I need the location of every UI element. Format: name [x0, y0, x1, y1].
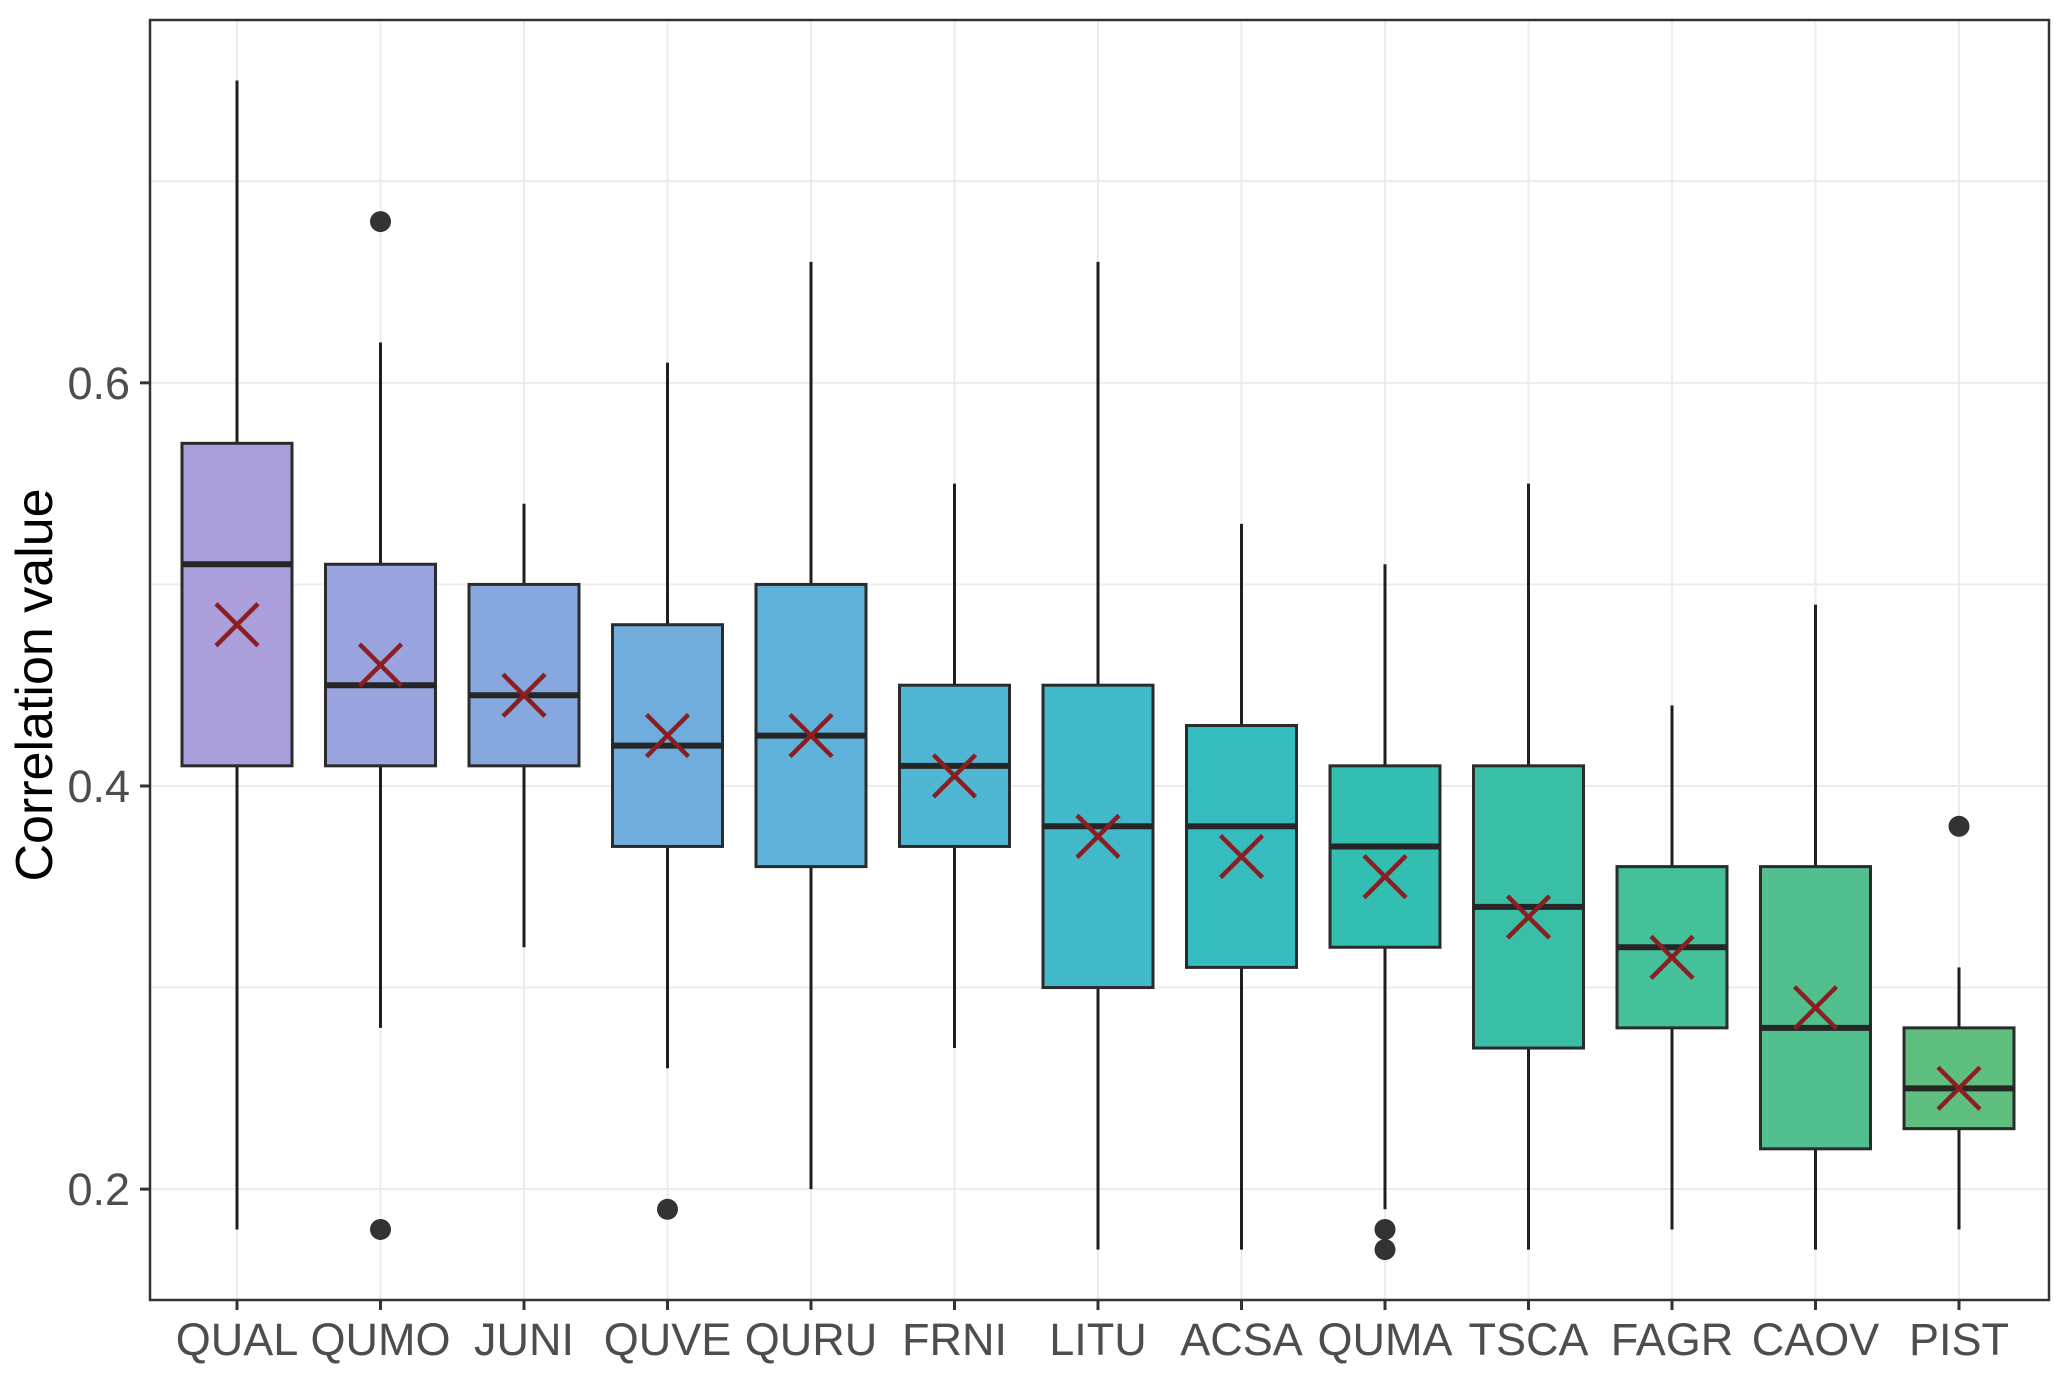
mean-x-mark: [214, 602, 260, 648]
mean-x-mark: [1792, 985, 1839, 1031]
x-tick-label: QUVE: [604, 1314, 732, 1365]
x-tick-label: QURU: [745, 1314, 878, 1365]
iqr-box: [1902, 1026, 2016, 1131]
mean-x-mark: [1218, 833, 1265, 880]
x-tick-label: QUMA: [1318, 1314, 1453, 1365]
outlier-dot: [1948, 815, 1970, 837]
mean-x-mark: [931, 753, 978, 799]
mean-x-mark: [1075, 813, 1121, 859]
x-tick-label: ACSA: [1180, 1314, 1303, 1365]
outlier-dot: [1374, 1239, 1396, 1261]
x-tick-label: PIST: [1909, 1314, 2009, 1365]
y-tick-label: 0.2: [67, 1164, 130, 1215]
x-tick-label: TSCA: [1468, 1314, 1588, 1365]
y-axis-title: Correlation value: [6, 488, 64, 881]
box-group-juni: [467, 503, 581, 948]
mean-x-mark: [1649, 934, 1695, 980]
x-tick-label: QUMO: [311, 1314, 451, 1365]
box-group-qual: [180, 80, 294, 1230]
mean-x-mark: [788, 712, 834, 759]
box-group-quma: [1328, 564, 1442, 1261]
box-group-quve: [611, 362, 724, 1220]
box-group-pist: [1902, 815, 2016, 1230]
mean-x-mark: [357, 642, 404, 688]
mean-x-mark: [1936, 1065, 1982, 1111]
iqr-box: [754, 582, 868, 869]
axis-labels: 0.2 0.4 0.6 QUAL QUMO JUNI QUVE QURU FRNI LITU ACS…: [67, 358, 2009, 1365]
box-group-caov: [1759, 604, 1872, 1250]
iqr-box: [467, 582, 581, 768]
axis-ticks: [140, 381, 1961, 1310]
x-tick-label: FAGR: [1611, 1314, 1734, 1365]
box-group-quru: [754, 261, 868, 1190]
box-group-fagr: [1615, 705, 1729, 1230]
box-group-acsa: [1185, 523, 1298, 1250]
mean-x-mark: [644, 712, 691, 759]
iqr-box: [324, 562, 437, 768]
outlier-dot: [1374, 1218, 1396, 1240]
outlier-dot: [657, 1198, 678, 1220]
outlier-dot: [370, 211, 391, 233]
x-tick-label: LITU: [1049, 1314, 1147, 1365]
box-group-frni: [898, 483, 1011, 1049]
mean-x-mark: [1362, 854, 1408, 900]
y-tick-label: 0.6: [67, 358, 130, 409]
box-group-tsca: [1472, 483, 1585, 1250]
x-tick-label: QUAL: [176, 1314, 299, 1365]
iqr-box: [1185, 724, 1298, 969]
y-tick-label: 0.4: [67, 761, 130, 812]
x-tick-label: JUNI: [474, 1314, 574, 1365]
box-group-litu: [1041, 261, 1155, 1250]
boxes: [180, 80, 2016, 1261]
x-tick-label: FRNI: [902, 1314, 1007, 1365]
x-tick-label: CAOV: [1752, 1314, 1880, 1365]
mean-x-mark: [1505, 894, 1552, 940]
iqr-box: [180, 441, 294, 768]
mean-x-mark: [501, 672, 547, 718]
outlier-dot: [370, 1218, 391, 1240]
box-group-qumo: [324, 211, 437, 1240]
iqr-box: [1328, 764, 1442, 949]
